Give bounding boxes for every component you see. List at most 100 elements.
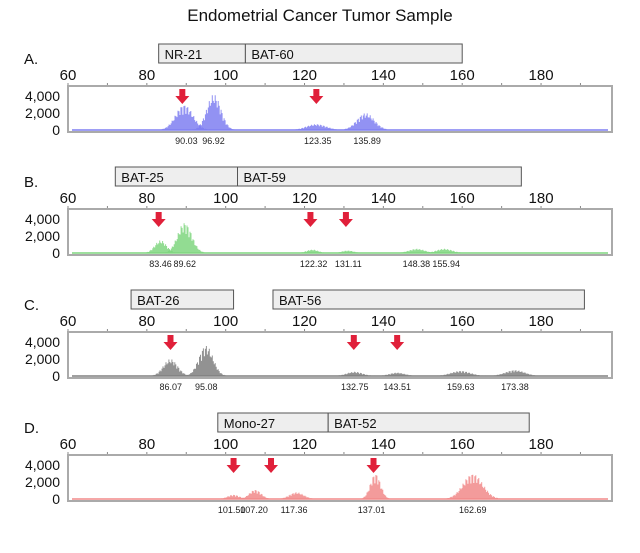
marker-box (130, 289, 235, 310)
x-tick-label: 120 (292, 190, 317, 207)
panel-label: D. (24, 420, 39, 437)
panel-4: D. Mono-27 BAT-52 60 80 100 120 140 160 180 02,000… (24, 412, 613, 515)
peak (339, 113, 392, 130)
arrow-down-icon (346, 335, 361, 350)
panel-1: A. NR-21 BAT-60 60 80 100 120 140 160 180 02,0004,… (24, 43, 613, 146)
x-tick-label: 80 (138, 313, 155, 330)
arrow-down-icon (163, 335, 178, 350)
marker-box (244, 43, 463, 64)
panel-2: B. BAT-25 BAT-59 60 80 100 120 140 160 180 02,0004… (24, 166, 613, 269)
peak-label: 148.38 (403, 259, 431, 269)
arrow-down-icon (303, 212, 318, 227)
panel-label: A. (24, 51, 38, 68)
y-tick-label: 4,000 (25, 334, 60, 350)
chart-title: Endometrial Cancer Tumor Sample (187, 6, 453, 25)
arrow-down-icon (366, 458, 381, 473)
peak-label: 155.94 (432, 259, 460, 269)
x-tick-label: 120 (292, 436, 317, 453)
x-tick-label: 140 (371, 190, 396, 207)
peak (184, 346, 228, 376)
peak (485, 370, 546, 376)
y-tick-label: 0 (52, 491, 60, 507)
peak-label: 137.01 (358, 505, 386, 515)
peak (192, 95, 236, 130)
x-tick-label: 160 (450, 313, 475, 330)
marker-label: BAT-25 (121, 170, 163, 185)
arrow-down-icon (309, 89, 324, 104)
plot-area (67, 208, 613, 256)
arrow-down-icon (151, 212, 166, 227)
x-tick-label: 80 (138, 67, 155, 84)
x-tick-label: 140 (371, 67, 396, 84)
peak-label: 89.62 (173, 259, 196, 269)
peak-label: 117.36 (281, 505, 308, 515)
x-tick-label: 60 (60, 190, 77, 207)
marker-label: BAT-56 (279, 293, 321, 308)
y-tick-label: 2,000 (25, 228, 60, 244)
x-tick-label: 120 (292, 67, 317, 84)
arrow-down-icon (390, 335, 405, 350)
x-tick-label: 100 (213, 190, 238, 207)
plot-area (67, 454, 613, 502)
peak-label: 143.51 (383, 382, 411, 392)
x-tick-label: 100 (213, 313, 238, 330)
peak-label: 135.89 (353, 136, 381, 146)
x-tick-label: 140 (371, 436, 396, 453)
x-tick-label: 60 (60, 67, 77, 84)
marker-label: NR-21 (165, 47, 203, 62)
arrow-down-icon (226, 458, 241, 473)
x-tick-label: 180 (529, 190, 554, 207)
peak (162, 223, 207, 253)
peak (375, 372, 421, 376)
y-tick-label: 2,000 (25, 474, 60, 490)
peak (274, 492, 319, 499)
peak (331, 371, 378, 376)
arrow-down-icon (338, 212, 353, 227)
peak-label: 95.08 (195, 382, 218, 392)
panel-3: C. BAT-26 BAT-56 60 80 100 120 140 160 180 02,0004… (24, 289, 613, 392)
peak (331, 250, 365, 253)
plot-area (67, 331, 613, 379)
y-tick-label: 4,000 (25, 457, 60, 473)
x-tick-label: 160 (450, 190, 475, 207)
peak (421, 248, 468, 253)
x-tick-label: 60 (60, 313, 77, 330)
peak-label: 122.32 (300, 259, 328, 269)
y-tick-label: 4,000 (25, 88, 60, 104)
plot-area (67, 85, 613, 133)
peak (442, 474, 503, 499)
y-tick-label: 0 (52, 122, 60, 138)
x-tick-label: 80 (138, 436, 155, 453)
peak-label: 101.50 (218, 505, 246, 515)
arrow-down-icon (264, 458, 279, 473)
x-tick-label: 80 (138, 190, 155, 207)
marker-label: BAT-60 (251, 47, 293, 62)
marker-box (237, 166, 522, 187)
peak-label: 90.03 (175, 136, 198, 146)
peak-label: 83.46 (149, 259, 172, 269)
x-tick-label: 180 (529, 67, 554, 84)
peak (237, 490, 274, 499)
x-tick-label: 100 (213, 67, 238, 84)
marker-label: BAT-26 (137, 293, 179, 308)
x-tick-label: 120 (292, 313, 317, 330)
marker-box (327, 412, 530, 433)
peak (359, 475, 392, 499)
y-tick-label: 4,000 (25, 211, 60, 227)
peak-label: 131.11 (335, 259, 362, 269)
peak-label: 107.20 (240, 505, 268, 515)
x-tick-label: 60 (60, 436, 77, 453)
marker-label: BAT-59 (244, 170, 286, 185)
arrow-down-icon (175, 89, 190, 104)
x-tick-label: 180 (529, 313, 554, 330)
x-tick-label: 100 (213, 436, 238, 453)
y-tick-label: 0 (52, 245, 60, 261)
panel-label: B. (24, 174, 38, 191)
peak-label: 173.38 (501, 382, 529, 392)
peak-label: 96.92 (202, 136, 225, 146)
peak-label: 86.07 (160, 382, 183, 392)
peak-label: 123.35 (304, 136, 332, 146)
marker-label: Mono-27 (224, 416, 275, 431)
peak (295, 249, 330, 253)
